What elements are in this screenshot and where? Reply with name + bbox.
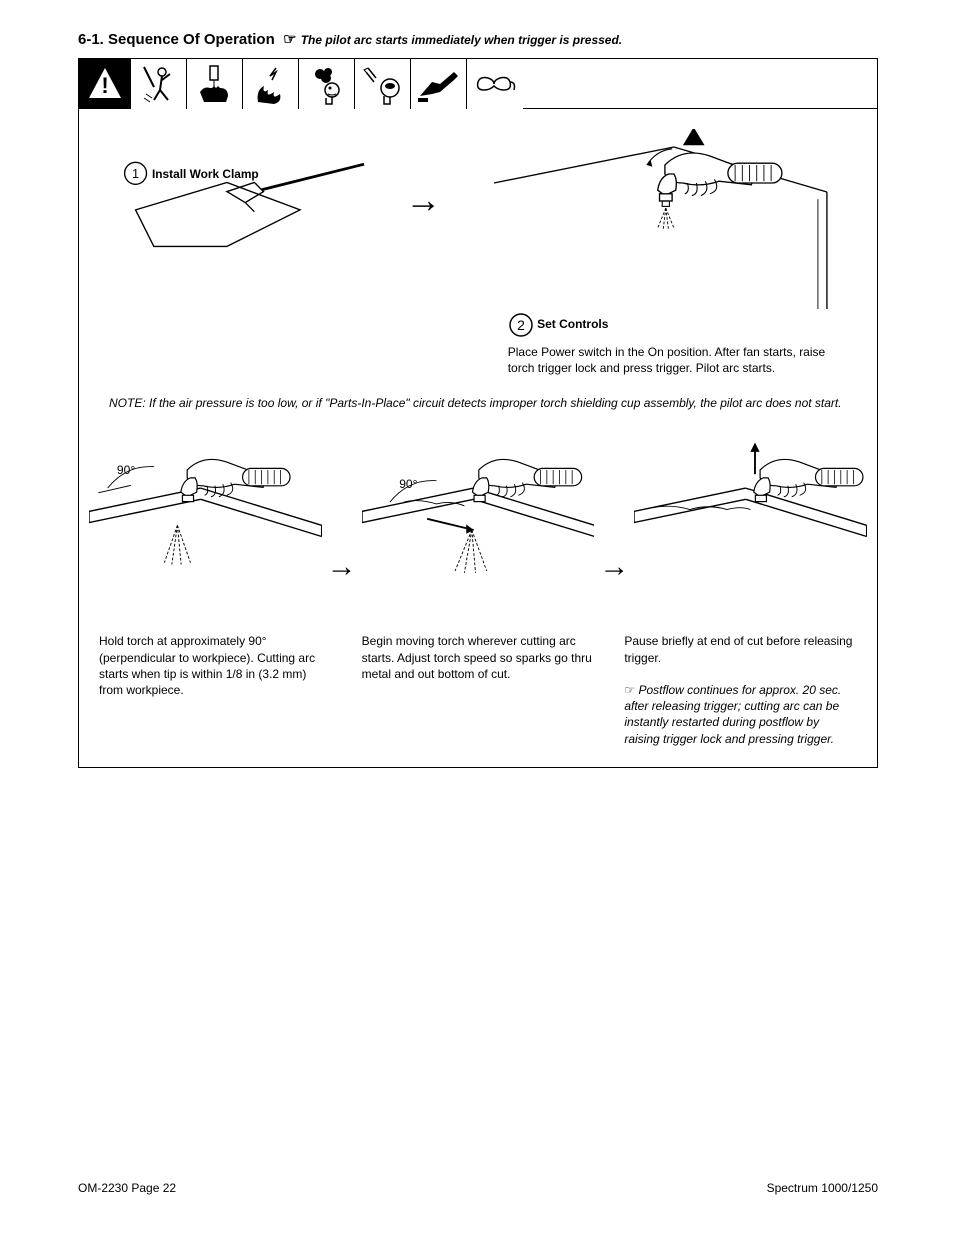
bottom-step-1: 90°: [89, 430, 322, 633]
bottom-caption-3a: Pause briefly at end of cut before relea…: [624, 634, 852, 664]
hazard-eye-icon: [355, 59, 411, 109]
hazard-hot-icon: [411, 59, 467, 109]
bottom-caption-3b: Postflow continues for approx. 20 sec. a…: [624, 683, 841, 746]
perpendicular-illustration: 90°: [89, 430, 322, 630]
torch-start-illustration: [473, 129, 857, 309]
arrow-b1-b2: →: [327, 430, 357, 584]
arrow-right-icon: →: [405, 179, 441, 221]
step-2-block: [473, 129, 857, 312]
page-root: 6-1. Sequence Of Operation ☞ The pilot a…: [78, 30, 888, 768]
footer-right: Spectrum 1000/1250: [767, 1181, 878, 1195]
svg-text:!: !: [101, 73, 108, 98]
bottom-caption-2: Begin moving torch wherever cutting arc …: [362, 633, 595, 746]
move-torch-illustration: 90°: [362, 430, 595, 630]
work-clamp-illustration: 1 Install Work Clamp: [99, 129, 373, 309]
step2-num: 2: [517, 317, 525, 333]
pointer-icon: ☞: [624, 683, 635, 697]
step-1-block: 1 Install Work Clamp: [99, 129, 373, 312]
step1-label: Install Work Clamp: [152, 167, 259, 181]
arrow-b2-b3: →: [599, 430, 629, 584]
step1-num: 1: [132, 166, 139, 181]
angle-label-2: 90°: [399, 477, 417, 491]
arrow-right-icon: →: [599, 550, 629, 584]
step1-caption: [109, 312, 351, 376]
section-heading: 6-1. Sequence Of Operation ☞ The pilot a…: [78, 30, 888, 48]
bottom-step-2: 90°: [362, 430, 595, 633]
top-captions: 2 Set Controls Place Power switch in the…: [79, 312, 877, 376]
page-footer: OM-2230 Page 22 Spectrum 1000/1250: [78, 1181, 878, 1195]
hazard-fumes-icon: [299, 59, 355, 109]
note-text: NOTE: If the air pressure is too low, or…: [109, 396, 842, 410]
section-number: 6-1.: [78, 31, 104, 48]
step2-caption-block: 2 Set Controls Place Power switch in the…: [508, 312, 847, 376]
hazard-fire-icon: [243, 59, 299, 109]
angle-label-1: 90°: [117, 464, 135, 478]
section-title-text: Sequence Of Operation: [108, 31, 275, 48]
arrow-right-icon: →: [327, 550, 357, 584]
end-cut-illustration: [634, 430, 867, 630]
arrow-1-2: →: [403, 129, 443, 221]
bottom-caption-3: Pause briefly at end of cut before relea…: [624, 633, 857, 746]
step2-caption-text: Place Power switch in the On position. A…: [508, 345, 825, 375]
warning-icon: !: [79, 59, 131, 109]
footer-left: OM-2230 Page 22: [78, 1181, 176, 1195]
note-block: NOTE: If the air pressure is too low, or…: [79, 376, 877, 420]
bottom-caption-1: Hold torch at approximately 90° (perpend…: [99, 633, 332, 746]
hazard-hand-icon: [187, 59, 243, 109]
pointer-icon: ☞: [283, 31, 296, 48]
top-steps-row: 1 Install Work Clamp →: [79, 109, 877, 312]
bottom-step-3: [634, 430, 867, 633]
spacer: [411, 312, 447, 376]
hazard-kickback-icon: [131, 59, 187, 109]
hazard-goggles-icon: [467, 59, 523, 109]
section-callout: The pilot arc starts immediately when tr…: [301, 33, 622, 47]
step2-label: Set Controls: [537, 317, 608, 331]
safety-icon-row: !: [79, 59, 877, 109]
content-box: !: [78, 58, 878, 768]
bottom-steps-row: 90°: [79, 420, 877, 633]
bottom-captions: Hold torch at approximately 90° (perpend…: [79, 633, 877, 746]
